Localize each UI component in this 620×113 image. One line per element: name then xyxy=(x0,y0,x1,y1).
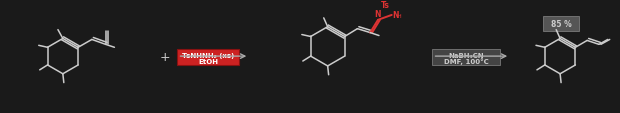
Text: EtOH: EtOH xyxy=(198,58,218,64)
Text: H: H xyxy=(397,14,401,19)
Text: 85 %: 85 % xyxy=(551,20,572,29)
Text: NaBH₃CN: NaBH₃CN xyxy=(448,52,484,58)
Text: TsNHNH₂ (xs): TsNHNH₂ (xs) xyxy=(182,52,234,58)
FancyBboxPatch shape xyxy=(543,17,579,32)
Text: N: N xyxy=(392,11,399,20)
Text: Ts: Ts xyxy=(381,1,389,9)
Text: DMF, 100°C: DMF, 100°C xyxy=(443,58,489,64)
Text: +: + xyxy=(159,50,170,63)
Text: N: N xyxy=(374,10,380,19)
FancyBboxPatch shape xyxy=(432,49,500,66)
FancyBboxPatch shape xyxy=(177,49,239,66)
